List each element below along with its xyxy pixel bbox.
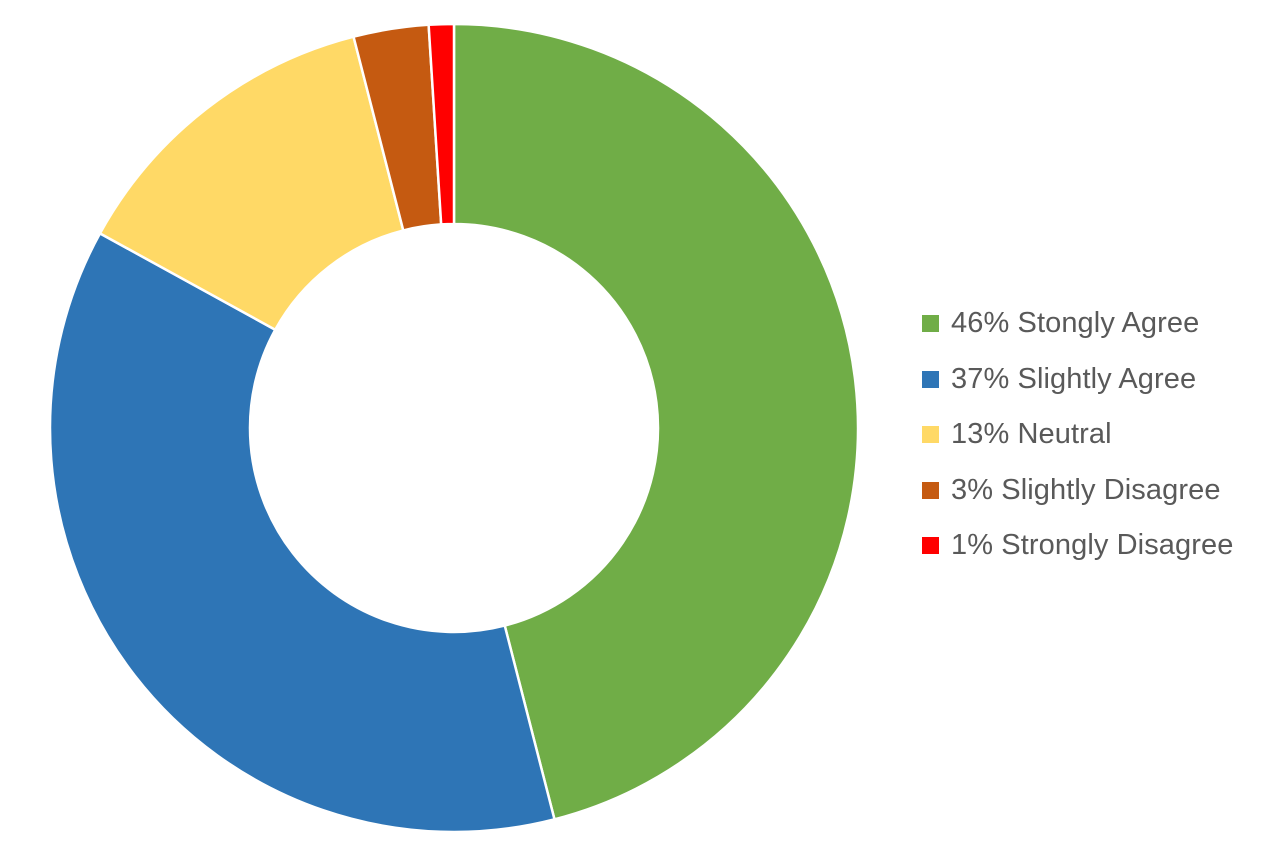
- legend-label: 37% Slightly Agree: [951, 362, 1197, 395]
- legend-label: 3% Slightly Disagree: [951, 473, 1221, 506]
- donut-svg: [48, 22, 860, 834]
- donut-slice-1: [48, 232, 556, 834]
- legend-swatch: [922, 370, 939, 388]
- legend-swatch: [922, 481, 939, 499]
- legend-label: 1% Strongly Disagree: [951, 529, 1234, 562]
- legend-item-strongly-disagree: 1% Strongly Disagree: [922, 518, 1272, 574]
- legend-item-slightly-agree: 37% Slightly Agree: [922, 352, 1272, 408]
- legend-swatch: [922, 426, 939, 444]
- legend-label: 13% Neutral: [951, 418, 1112, 451]
- donut-slice-0: [452, 22, 860, 821]
- chart-legend: 46% Stongly Agree 37% Slightly Agree 13%…: [922, 296, 1272, 574]
- legend-label: 46% Stongly Agree: [951, 307, 1200, 340]
- legend-swatch: [922, 315, 939, 333]
- legend-item-neutral: 13% Neutral: [922, 407, 1272, 463]
- donut-slice-2: [98, 35, 405, 331]
- legend-item-strongly-agree: 46% Stongly Agree: [922, 296, 1272, 352]
- legend-item-slightly-disagree: 3% Slightly Disagree: [922, 463, 1272, 519]
- donut-slice-4: [427, 22, 456, 226]
- legend-swatch: [922, 537, 939, 555]
